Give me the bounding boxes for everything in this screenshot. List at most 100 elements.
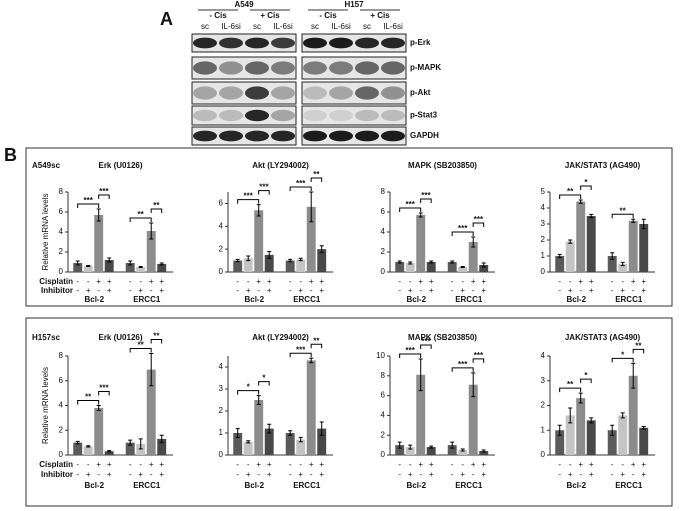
cisplatin-sign: + bbox=[107, 460, 112, 469]
bar bbox=[395, 445, 405, 455]
inhibitor-sign: + bbox=[86, 286, 91, 295]
significance-label: * bbox=[621, 351, 625, 360]
cisplatin-sign: - bbox=[461, 277, 464, 286]
bar bbox=[306, 206, 316, 272]
blot-band bbox=[245, 130, 269, 142]
significance-bracket bbox=[237, 199, 260, 204]
inhibitor-sign: + bbox=[319, 286, 324, 295]
bar bbox=[628, 375, 638, 455]
significance-bracket bbox=[289, 186, 312, 191]
cisplatin-sign: + bbox=[481, 277, 486, 286]
bar bbox=[555, 430, 565, 455]
inhibitor-sign: - bbox=[398, 470, 401, 479]
bar bbox=[395, 262, 405, 272]
cisplatin-sign: - bbox=[451, 277, 454, 286]
error-bar bbox=[75, 260, 80, 266]
significance-bracket bbox=[289, 352, 312, 358]
significance-bracket bbox=[77, 400, 100, 405]
error-bar bbox=[408, 444, 413, 450]
y-tick-label: 1 bbox=[541, 251, 546, 260]
significance-bracket bbox=[98, 391, 110, 396]
blot-band bbox=[219, 109, 243, 122]
error-bar bbox=[107, 450, 112, 453]
significance-bracket bbox=[559, 194, 582, 199]
group-label: Bcl-2 bbox=[84, 295, 104, 304]
significance-label: * bbox=[262, 374, 266, 383]
significance-label: ** bbox=[138, 210, 145, 219]
y-tick-label: 6 bbox=[381, 391, 386, 400]
chart-title: MAPK (SB203850) bbox=[408, 333, 477, 342]
y-tick-label: 4 bbox=[381, 227, 386, 236]
significance-label: ** bbox=[635, 342, 642, 351]
group-label: ERCC1 bbox=[133, 481, 161, 490]
error-bar bbox=[631, 218, 636, 223]
bar bbox=[479, 265, 489, 272]
y-tick-label: 8 bbox=[59, 187, 64, 196]
significance-bracket bbox=[559, 387, 582, 393]
cisplatin-sign: - bbox=[87, 277, 90, 286]
inhibitor-sign: - bbox=[579, 286, 582, 295]
group-label: Bcl-2 bbox=[566, 295, 586, 304]
cisplatin-sign: + bbox=[149, 460, 154, 469]
inhibitor-sign: + bbox=[460, 286, 465, 295]
panel-box bbox=[25, 147, 673, 307]
error-bar bbox=[319, 245, 324, 254]
cisplatin-sign: - bbox=[558, 460, 561, 469]
bar bbox=[639, 427, 649, 455]
blot-band bbox=[271, 109, 295, 122]
significance-label: ** bbox=[313, 170, 320, 179]
y-tick-label: 0 bbox=[541, 267, 546, 276]
error-bar bbox=[429, 445, 434, 449]
y-tick-label: 0 bbox=[59, 267, 64, 276]
significance-label: ** bbox=[153, 332, 160, 341]
error-bar bbox=[309, 357, 314, 364]
group-label: Bcl-2 bbox=[406, 295, 426, 304]
significance-bracket bbox=[632, 348, 645, 354]
panel-label: B bbox=[4, 145, 17, 165]
y-tick-label: 3 bbox=[541, 376, 546, 385]
cisplatin-sign: + bbox=[429, 460, 434, 469]
significance-label: ** bbox=[85, 393, 92, 402]
blot-band bbox=[381, 130, 405, 142]
cell-line-label: A549 bbox=[234, 0, 254, 9]
protein-label: GAPDH bbox=[410, 131, 439, 140]
error-bar bbox=[418, 358, 423, 392]
bar bbox=[104, 260, 114, 272]
blot-band bbox=[329, 130, 353, 142]
significance-label: * bbox=[584, 178, 588, 187]
error-bar bbox=[298, 436, 303, 443]
cisplatin-sign: - bbox=[247, 460, 250, 469]
blot-band bbox=[219, 130, 243, 142]
y-tick-label: 8 bbox=[59, 351, 64, 360]
blot-band bbox=[329, 109, 353, 122]
cisplatin-sign: - bbox=[611, 277, 614, 286]
inhibitor-sign: + bbox=[408, 470, 413, 479]
error-bar bbox=[267, 423, 272, 434]
error-bar bbox=[235, 428, 240, 438]
bar bbox=[264, 254, 274, 272]
blot-strip bbox=[301, 126, 407, 146]
error-bar bbox=[298, 257, 303, 262]
bar bbox=[576, 201, 586, 272]
group-label: ERCC1 bbox=[293, 295, 321, 304]
bar bbox=[233, 260, 243, 272]
blot-band bbox=[355, 37, 379, 49]
cisplatin-sign: + bbox=[149, 277, 154, 286]
blot-band bbox=[303, 130, 327, 142]
blot-band bbox=[193, 109, 217, 122]
inhibitor-sign: + bbox=[138, 286, 143, 295]
cisplatin-sign: + bbox=[96, 460, 101, 469]
bar bbox=[565, 241, 575, 272]
inhibitor-sign: + bbox=[620, 470, 625, 479]
cisplatin-sign: + bbox=[429, 277, 434, 286]
protein-label: p-Stat3 bbox=[410, 111, 438, 120]
significance-label: *** bbox=[421, 337, 431, 346]
inhibitor-sign: + bbox=[641, 286, 646, 295]
group-label: Bcl-2 bbox=[84, 481, 104, 490]
error-bar bbox=[481, 449, 486, 453]
blot-strip bbox=[301, 56, 407, 80]
significance-bracket bbox=[310, 343, 323, 349]
cisplatin-sign: - bbox=[621, 277, 624, 286]
cisplatin-sign: + bbox=[256, 277, 261, 286]
cisplatin-sign: - bbox=[76, 277, 79, 286]
